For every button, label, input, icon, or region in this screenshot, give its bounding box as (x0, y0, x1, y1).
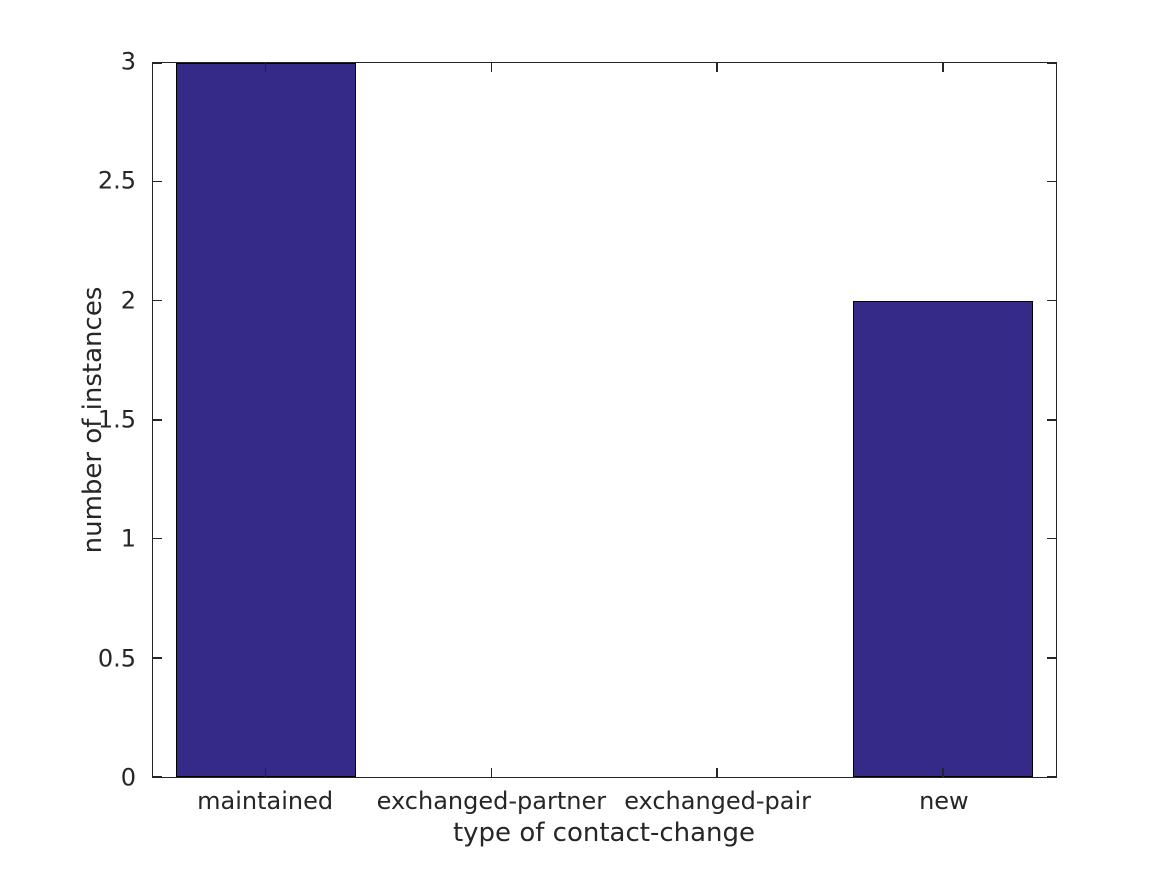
x-tick-label-maintained: maintained (197, 787, 334, 815)
y-tick (153, 776, 162, 778)
x-tick-label-exchanged-pair: exchanged-pair (624, 787, 812, 815)
y-tick (153, 62, 162, 64)
x-tick-label-exchanged-partner: exchanged-partner (376, 787, 607, 815)
y-tick-label: 0.5 (97, 643, 136, 672)
y-tick (153, 299, 162, 302)
y-tick (153, 657, 162, 659)
y-tick-label: 1.5 (97, 405, 136, 434)
x-tick (716, 768, 718, 777)
y-tick (1047, 62, 1056, 64)
y-tick (1047, 180, 1056, 183)
y-tick-label: 1 (120, 524, 136, 553)
x-tick (490, 768, 493, 777)
y-tick-label: 3 (120, 47, 136, 76)
y-tick-label: 2 (120, 285, 136, 314)
x-tick (942, 768, 944, 777)
y-tick (1047, 419, 1056, 421)
plot-area (152, 62, 1057, 778)
y-tick (1047, 776, 1056, 778)
bar-maintained (175, 63, 357, 777)
y-tick (153, 419, 162, 421)
x-tick (264, 63, 267, 72)
x-tick-label-new: new (919, 787, 969, 815)
y-tick (1047, 537, 1056, 540)
y-tick (1047, 657, 1056, 659)
y-tick (153, 537, 162, 540)
x-tick (264, 768, 267, 777)
y-tick-label: 2.5 (97, 166, 136, 195)
y-tick-label: 0 (120, 763, 136, 792)
y-tick (153, 180, 162, 183)
bar-new (852, 301, 1034, 777)
x-tick (716, 63, 718, 72)
y-tick (1047, 299, 1056, 302)
x-tick (942, 63, 944, 72)
x-axis-label: type of contact-change (452, 818, 756, 848)
x-tick (490, 63, 493, 72)
